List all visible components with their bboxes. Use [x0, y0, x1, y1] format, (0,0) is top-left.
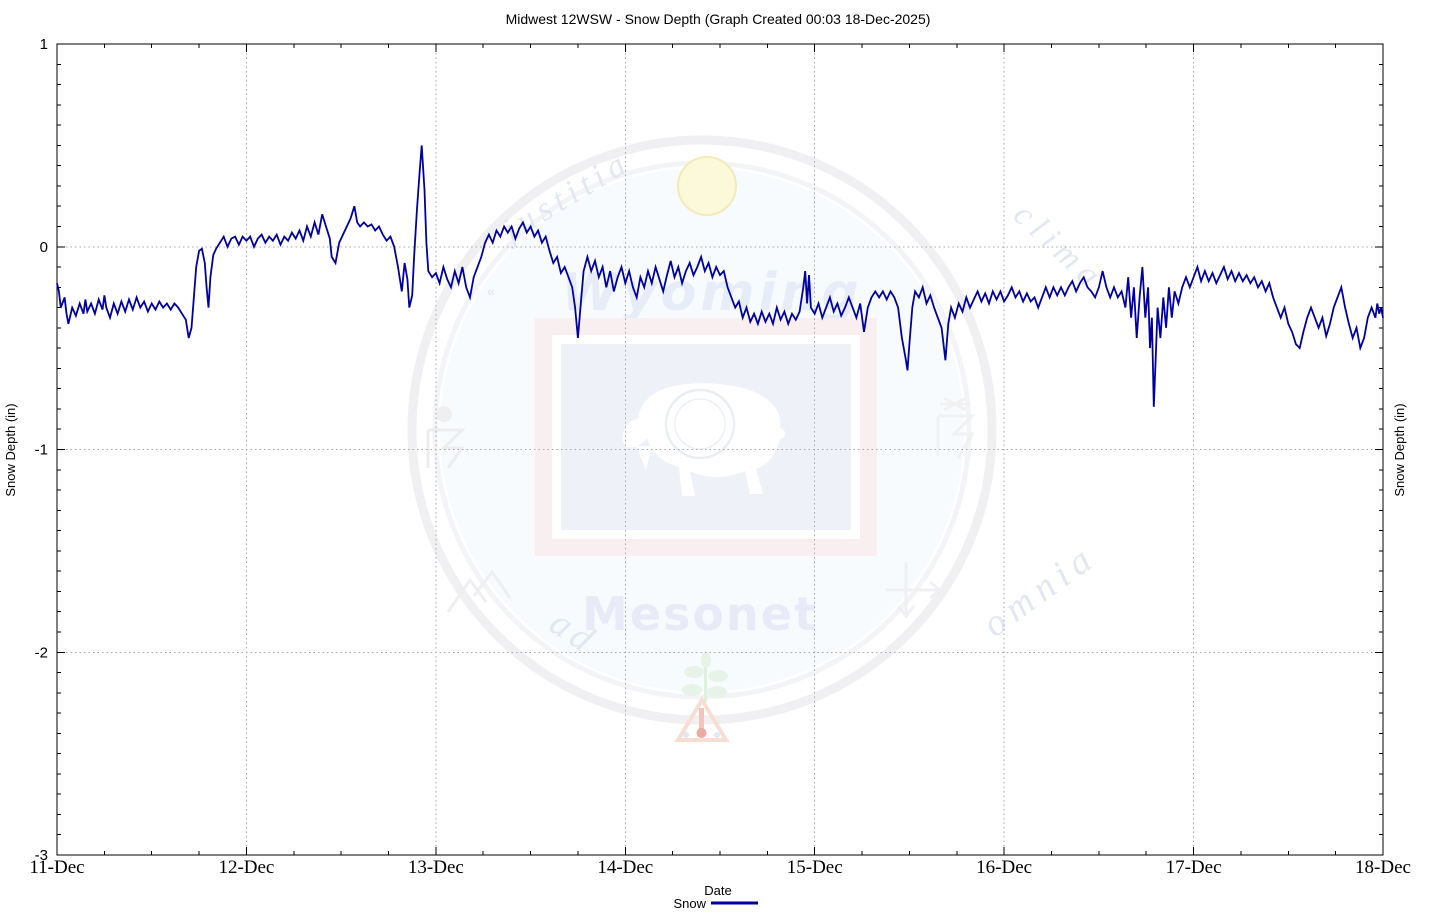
legend: Snow — [673, 896, 758, 911]
snow-depth-series — [56, 145, 1384, 407]
y-axis-label-right: Snow Depth (in) — [1392, 403, 1407, 496]
watermark-word-wyoming: Wyoming — [561, 263, 862, 323]
flag-seal-ring — [664, 388, 736, 460]
x-tick-label: 18-Dec — [1355, 857, 1411, 878]
legend-series-label: Snow — [673, 896, 706, 911]
y-axis-label-left: Snow Depth (in) — [3, 403, 18, 496]
x-axis-label: Date — [704, 883, 731, 898]
x-tick-label: 11-Dec — [29, 857, 84, 878]
y-tick-label: -3 — [35, 847, 48, 864]
chevrons-glyph: « — [487, 283, 495, 299]
y-tick-label: -1 — [35, 442, 48, 459]
tick-marks — [56, 43, 1384, 856]
x-tick-label: 17-Dec — [1166, 857, 1222, 878]
watermark-word-mesonet: Mesonet — [582, 587, 818, 641]
chart-title: Midwest 12WSW - Snow Depth (Graph Create… — [506, 11, 931, 27]
watermark-word-omnia: omnia — [975, 535, 1105, 645]
bison-beard — [636, 446, 652, 470]
x-tick-label: 14-Dec — [597, 857, 653, 878]
tick-labels: 11-Dec 12-Dec 13-Dec 14-Dec 15-Dec 16-Dec 17-D… — [29, 36, 1411, 878]
watermark-word-clima: clima — [1006, 196, 1112, 298]
gridlines — [57, 44, 1383, 855]
sun-icon — [677, 156, 737, 216]
thermometer-triangle-icon — [674, 696, 730, 742]
x-tick-label: 15-Dec — [787, 857, 843, 878]
station-icon-right — [936, 396, 976, 459]
station-icon-left — [426, 406, 466, 469]
y-tick-label: 1 — [40, 36, 48, 53]
x-tick-label: 16-Dec — [976, 857, 1032, 878]
wind-arrows-icon — [886, 562, 943, 619]
flag-seal-inner-ring — [674, 398, 726, 450]
y-tick-label: 0 — [40, 239, 48, 256]
mesonet-watermark: justitia clima ad omnia Wyoming Mesonet — [407, 135, 1112, 742]
y-tick-label: -2 — [35, 644, 48, 661]
bison-silhouette — [622, 383, 786, 496]
wyoming-flag — [535, 318, 877, 556]
plant-icon — [682, 652, 728, 702]
mountain-icon — [446, 569, 512, 613]
x-tick-label: 13-Dec — [408, 857, 464, 878]
x-tick-label: 12-Dec — [218, 857, 274, 878]
